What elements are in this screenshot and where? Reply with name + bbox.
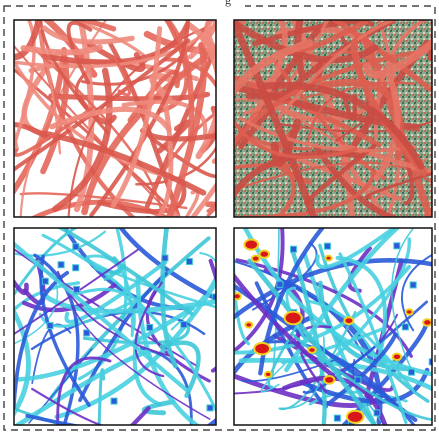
junction xyxy=(162,255,168,261)
hotspot-core xyxy=(255,344,269,354)
junction xyxy=(334,415,340,421)
hotspot-core xyxy=(253,257,259,261)
hotspot-core xyxy=(266,373,271,376)
junction xyxy=(207,405,213,411)
junction xyxy=(355,377,361,383)
hotspot-core xyxy=(394,354,401,359)
hotspot-core xyxy=(286,313,301,324)
junction xyxy=(402,324,408,330)
hotspot-core xyxy=(309,348,314,352)
hotspot-core xyxy=(245,241,257,249)
figure: g xyxy=(0,0,439,434)
junction xyxy=(147,324,153,330)
page: g (() => { const data = JSON.parse(docum… xyxy=(0,0,439,434)
hotspot-core xyxy=(348,412,362,422)
junction xyxy=(277,281,283,287)
hotspot-core xyxy=(407,310,412,313)
junction xyxy=(410,282,416,288)
hotspot-core xyxy=(246,323,251,327)
junction xyxy=(74,286,80,292)
junction xyxy=(186,259,192,265)
caption-fragment: g xyxy=(225,0,231,7)
junction xyxy=(47,323,53,329)
hotspot-core xyxy=(326,257,330,260)
junction xyxy=(111,398,117,404)
hotspot-core xyxy=(325,377,333,383)
hotspot-core xyxy=(234,294,240,298)
junction xyxy=(374,410,380,416)
junction xyxy=(324,243,330,249)
junction xyxy=(42,278,48,284)
junction xyxy=(84,330,90,336)
junction xyxy=(408,369,414,375)
junction xyxy=(58,262,64,268)
junction xyxy=(394,243,400,249)
hotspot-core xyxy=(424,320,431,325)
junction xyxy=(73,244,79,250)
junction xyxy=(290,246,296,252)
label-mask xyxy=(195,0,245,9)
hotspot-core xyxy=(261,251,269,256)
hotspot-core xyxy=(345,318,352,323)
junction xyxy=(73,265,79,271)
junction xyxy=(181,322,187,328)
